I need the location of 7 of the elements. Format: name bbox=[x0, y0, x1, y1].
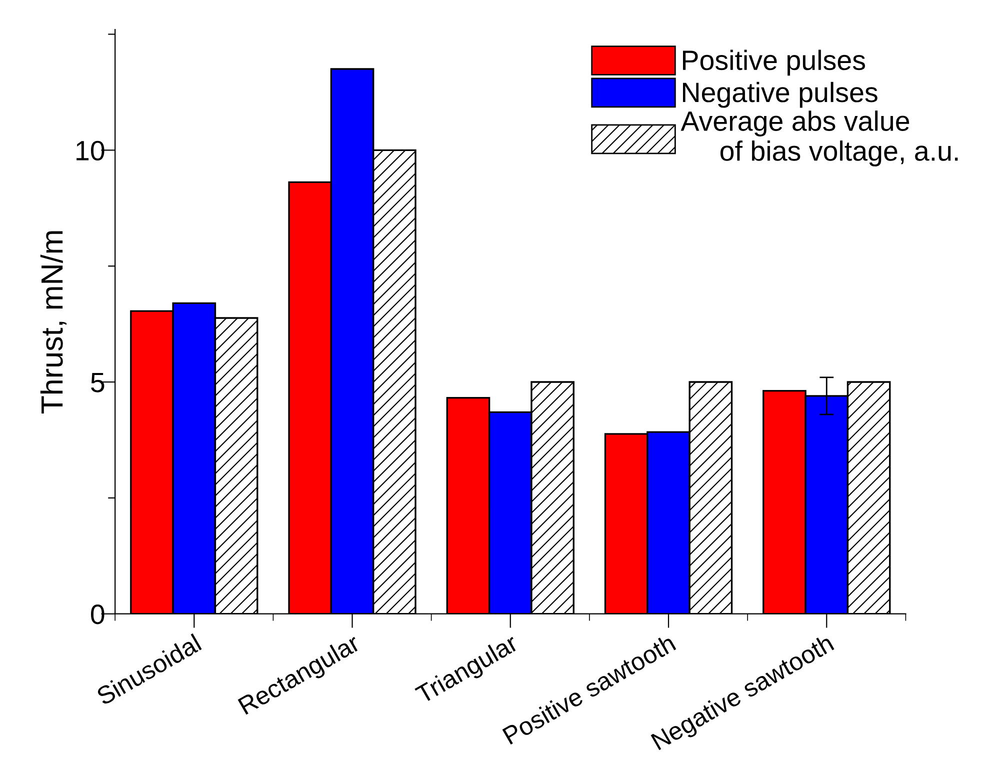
y-tick-label: 5 bbox=[91, 372, 104, 392]
legend-label: Average abs value of bias voltage, a.u. bbox=[680, 110, 958, 166]
y-tick-label: 10 bbox=[76, 140, 104, 160]
legend-label: Negative pulses bbox=[683, 82, 878, 108]
legend-label: Positive pulses bbox=[683, 50, 865, 76]
y-axis-title: Thrust, mN/m bbox=[40, 231, 66, 414]
y-tick-label: 0 bbox=[90, 604, 104, 624]
